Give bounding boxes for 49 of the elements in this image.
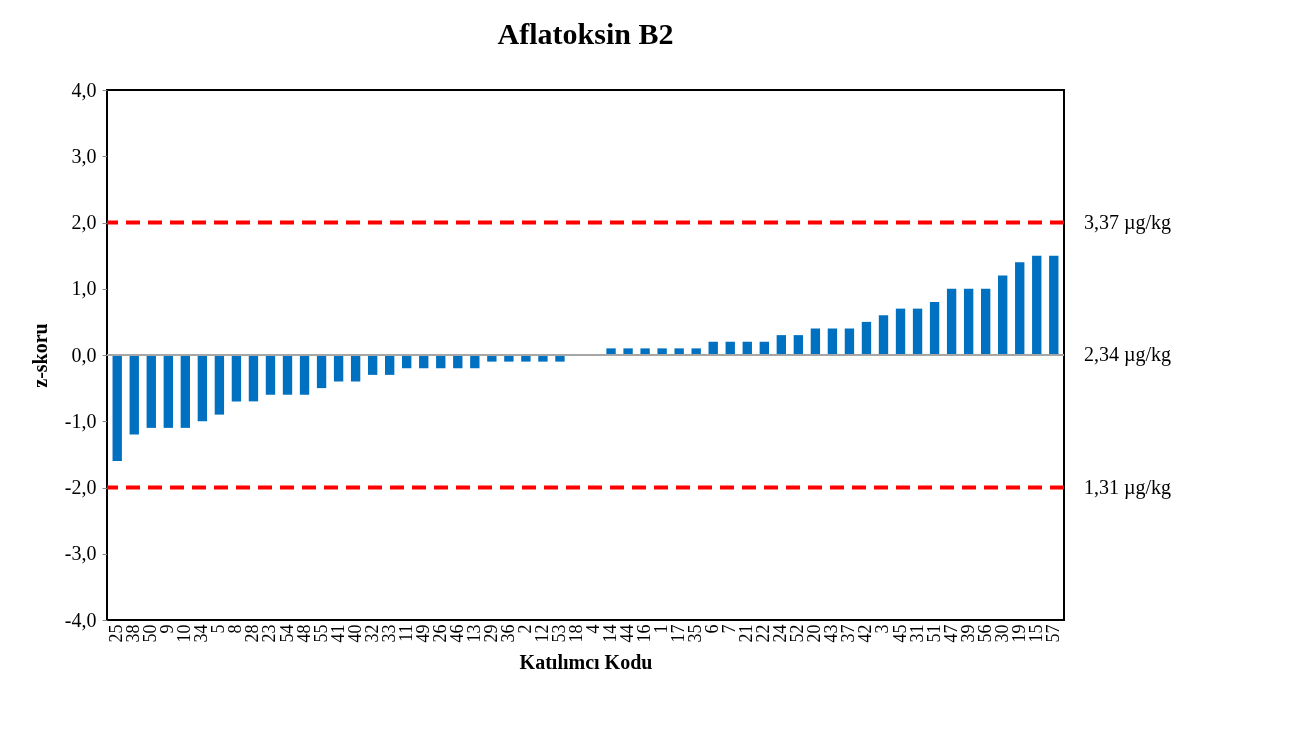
y-tick-label: 0,0 bbox=[71, 343, 97, 366]
bar bbox=[333, 355, 344, 382]
ref-line-label: 3,37 µg/kg bbox=[1084, 210, 1172, 234]
bar bbox=[861, 321, 872, 355]
bar bbox=[367, 355, 378, 375]
bar bbox=[265, 355, 276, 395]
bar bbox=[112, 355, 122, 461]
bar bbox=[844, 328, 855, 355]
bar bbox=[895, 308, 906, 355]
bar bbox=[129, 355, 139, 435]
bar bbox=[248, 355, 259, 402]
y-axis-title: z-skoru bbox=[28, 323, 51, 388]
bar bbox=[282, 355, 293, 395]
bar bbox=[299, 355, 310, 395]
y-tick-label: 4,0 bbox=[71, 78, 97, 101]
x-axis-title: Katılımcı Kodu bbox=[519, 650, 653, 673]
bar bbox=[998, 275, 1008, 355]
bar bbox=[810, 328, 821, 355]
bar bbox=[776, 335, 787, 355]
bar bbox=[316, 355, 327, 389]
bar bbox=[946, 288, 957, 355]
bar bbox=[1032, 255, 1042, 355]
y-tick-label: -1,0 bbox=[64, 409, 97, 432]
bar bbox=[180, 355, 191, 428]
bar bbox=[912, 308, 923, 355]
bar bbox=[793, 335, 804, 355]
y-tick-label: -4,0 bbox=[64, 608, 97, 631]
y-tick-label: 2,0 bbox=[71, 211, 97, 233]
y-tick-label: -2,0 bbox=[64, 476, 97, 498]
y-tick-label: -3,0 bbox=[64, 542, 97, 565]
bar bbox=[929, 302, 940, 355]
bar bbox=[197, 355, 208, 422]
bar bbox=[878, 315, 889, 355]
bar bbox=[384, 355, 395, 375]
bar bbox=[980, 288, 991, 355]
ref-line-label: 1,31 µg/kg bbox=[1084, 475, 1172, 499]
bar bbox=[350, 355, 361, 382]
bar bbox=[214, 355, 225, 415]
chart-title: Aflatoksin B2 bbox=[497, 17, 674, 50]
y-tick-label: 1,0 bbox=[71, 277, 97, 300]
bar bbox=[1049, 255, 1059, 355]
bar bbox=[963, 288, 974, 355]
bar bbox=[163, 355, 173, 428]
ref-line-label: 2,34 µg/kg bbox=[1084, 343, 1172, 366]
bar bbox=[827, 328, 838, 355]
bar bbox=[146, 355, 156, 428]
y-tick-label: 3,0 bbox=[71, 144, 97, 167]
bar bbox=[1015, 262, 1025, 355]
bar bbox=[231, 355, 242, 402]
